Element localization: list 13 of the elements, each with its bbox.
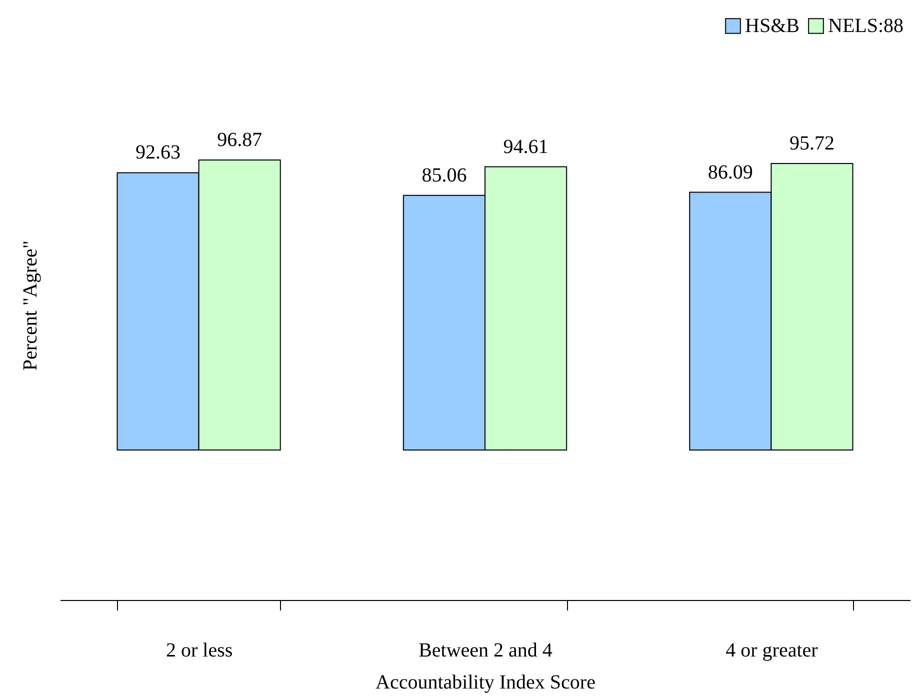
data-label: 92.63 [136, 142, 181, 164]
x-tick-label: 2 or less [166, 640, 233, 662]
x-tick-label: Between 2 and 4 [418, 640, 552, 662]
data-label: 96.87 [217, 129, 262, 151]
y-axis-title: Percent "Agree" [20, 240, 42, 371]
data-label: 86.09 [708, 161, 753, 184]
x-tick-label: 4 or greater [726, 640, 818, 662]
data-label: 95.72 [789, 132, 834, 154]
data-label: 94.61 [503, 136, 548, 158]
legend-label: HS&B [745, 15, 800, 37]
x-axis-title: Accountability Index Score [376, 672, 596, 694]
data-label: 85.06 [422, 164, 467, 186]
legend-label: NELS:88 [828, 15, 904, 37]
